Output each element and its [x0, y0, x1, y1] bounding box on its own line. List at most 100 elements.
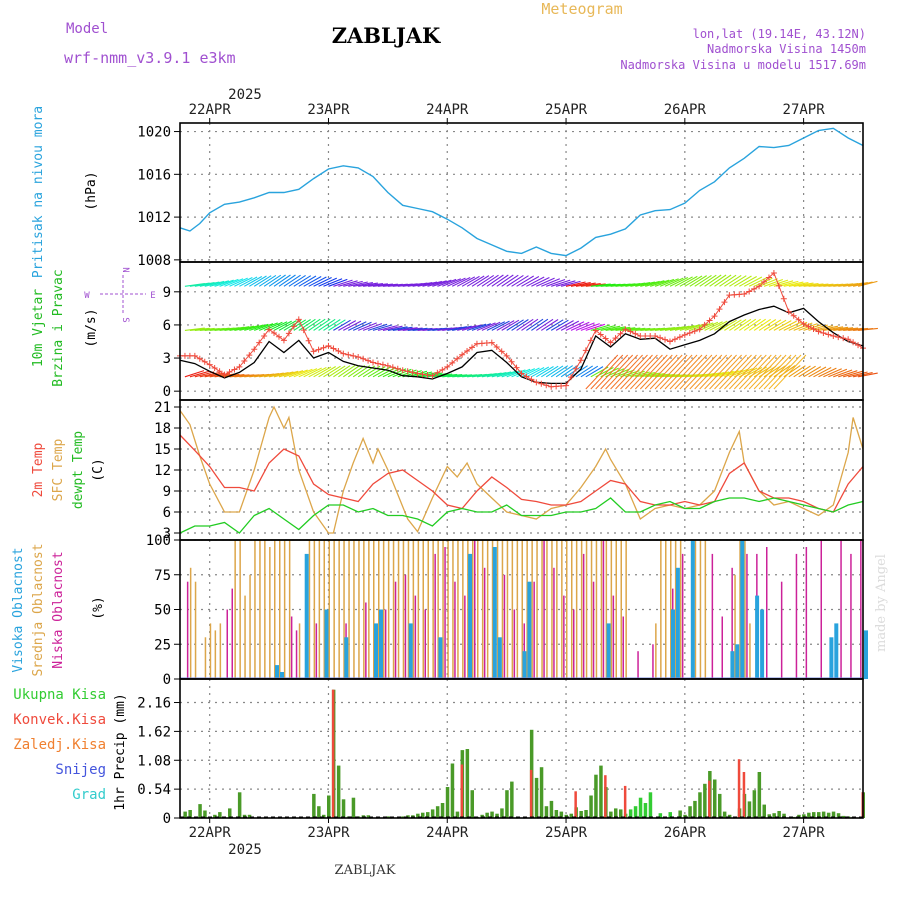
wind-barb-strong [704, 354, 737, 390]
wind-gust-marker [761, 278, 768, 285]
wind-barb-strong [644, 354, 678, 390]
wind-gust-marker [464, 348, 471, 355]
wind-gust-marker [592, 327, 599, 334]
wind-barb [368, 283, 388, 287]
wind-gust-marker [503, 352, 510, 359]
total-precip-bar [668, 812, 672, 818]
wind-barb [486, 321, 506, 331]
mid-cloud-bar [501, 540, 504, 679]
model-label: Model [66, 21, 108, 37]
wind-barb [551, 279, 571, 287]
wind-barb [545, 319, 564, 331]
wind-gust-marker [241, 357, 248, 364]
low-cloud-bar [454, 581, 456, 679]
mid-cloud-bar [323, 540, 325, 679]
wind-barb [496, 370, 517, 378]
mid-cloud-bar [481, 540, 484, 679]
wind-barb [219, 278, 239, 287]
mid-cloud-bar [407, 540, 410, 679]
wind-gust-marker [780, 295, 787, 302]
wind-barb [664, 326, 685, 331]
wind-barb-strong [748, 354, 782, 390]
y-tick-label: 21 [154, 400, 171, 416]
wind-barb [709, 371, 730, 378]
wind-gust-marker [345, 351, 352, 358]
wind-barb-strong [763, 354, 797, 390]
low-cloud-bar [592, 581, 595, 679]
high-cloud-bar [492, 547, 497, 679]
wind-barb [308, 318, 326, 331]
wind-barb [783, 321, 803, 331]
mid-cloud-bar [694, 540, 697, 679]
wind-gust-marker [855, 342, 862, 349]
wind-barb [555, 320, 574, 331]
wind-barb [521, 318, 539, 331]
wind-barb [768, 319, 787, 331]
wind-unit: (m/s) [84, 308, 99, 347]
wind-speed-line [179, 305, 864, 385]
mid-cloud-bar [739, 540, 741, 679]
wind-gust-marker [414, 370, 421, 377]
total-precip-bar [802, 814, 806, 818]
wind-barb [268, 321, 288, 331]
wind-barb-strong [689, 354, 723, 390]
total-precip-bar [495, 813, 499, 818]
mid-cloud-bar [279, 540, 281, 679]
wind-barb [273, 371, 294, 378]
total-precip-bar [767, 814, 771, 818]
wind-gust-marker [607, 339, 614, 346]
wind-barb-strong [743, 354, 777, 390]
x-tick-label-bottom: 24APR [426, 825, 469, 841]
wind-gust-marker [830, 332, 837, 339]
wind-barb [531, 318, 549, 331]
x-tick-label-top: 27APR [783, 102, 826, 118]
wind-barb [328, 365, 346, 378]
wind-barb [535, 318, 554, 331]
wind-barb [838, 327, 859, 331]
wind-barb [417, 281, 438, 287]
wind-barb [466, 323, 487, 331]
wind-subtitle: Brzina i Pravac [51, 269, 66, 386]
wind-barb [258, 322, 278, 331]
altitude-label: Nadmorska Visina 1450m [707, 42, 866, 56]
wind-gust-marker [498, 348, 505, 355]
mid-cloud-bar [704, 540, 707, 679]
mid-cloud-bar [541, 540, 543, 679]
wind-barb [630, 282, 651, 287]
total-precip-bar [470, 790, 474, 818]
mid-cloud-bar [447, 540, 449, 679]
wind-gust-marker [374, 360, 381, 367]
low-cloud-bar [780, 581, 783, 679]
low-cloud-bar [731, 567, 733, 679]
total-precip-bar [435, 806, 440, 818]
wind-gust-marker [805, 323, 812, 330]
wind-barb [536, 277, 555, 287]
wind-barb [481, 321, 501, 331]
wind-barb [743, 276, 763, 287]
wind-barb-strong [738, 354, 772, 390]
mid-cloud-bar [358, 540, 360, 679]
temp-sfc-line [179, 405, 864, 534]
wind-gust-marker [394, 365, 401, 372]
wind-gust-marker [300, 327, 307, 334]
wind-barb-strong [585, 354, 619, 390]
wind-gust-marker [459, 351, 466, 358]
total-precip-bar [416, 813, 420, 818]
conv-precip-bar [331, 689, 335, 818]
wind-barb [268, 371, 289, 378]
total-precip-bar [539, 767, 544, 818]
product-title: Meteogram [541, 0, 622, 18]
wind-barb [580, 282, 601, 287]
wind-gust-marker [850, 339, 857, 346]
mid-cloud-bar [511, 540, 514, 679]
wind-barb [278, 320, 297, 331]
mid-cloud-bar [219, 623, 222, 679]
wind-barb-strong [595, 354, 629, 390]
low-cloud-bar [637, 651, 639, 679]
wind-barb [575, 322, 595, 331]
mid-cloud-bar [521, 540, 523, 679]
wind-barb [253, 275, 272, 287]
wind-gust-marker [429, 372, 436, 379]
mid-cloud-bar [590, 540, 593, 679]
low-cloud-bar [315, 623, 318, 679]
